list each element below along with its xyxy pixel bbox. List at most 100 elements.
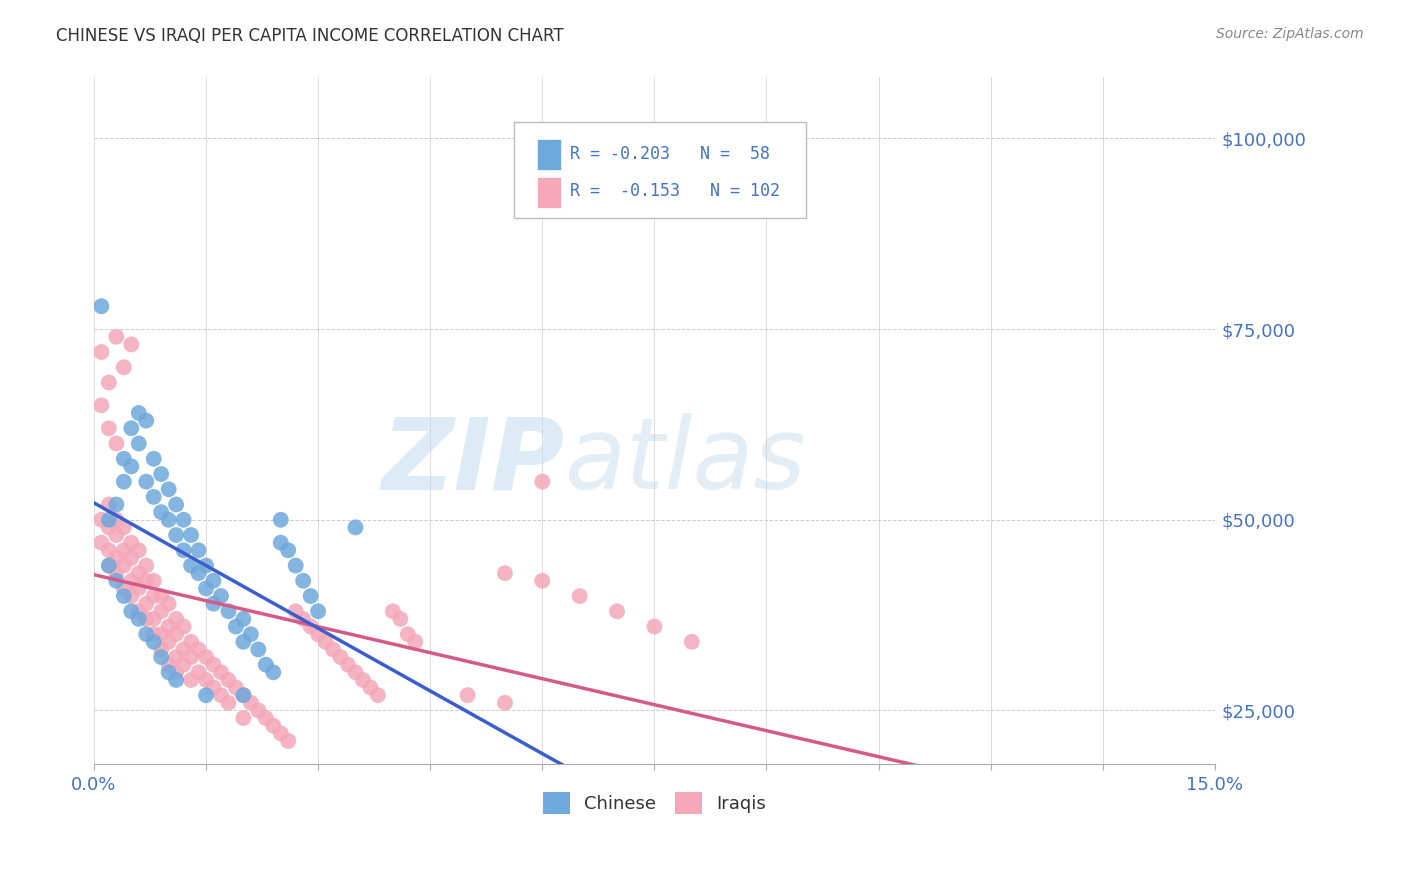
Point: [217, 696, 239, 710]
Point: [105, 513, 128, 527]
Point: [128, 436, 150, 450]
Point: [284, 604, 307, 618]
Point: [187, 566, 209, 581]
Point: [128, 604, 150, 618]
Point: [277, 734, 299, 748]
Point: [105, 566, 128, 581]
Point: [135, 627, 157, 641]
Point: [284, 558, 307, 573]
Point: [239, 627, 262, 641]
Point: [120, 589, 142, 603]
Text: ZIP: ZIP: [381, 413, 565, 510]
Point: [142, 635, 165, 649]
Point: [270, 513, 292, 527]
Point: [195, 688, 218, 702]
Point: [202, 574, 225, 588]
Point: [105, 550, 128, 565]
Point: [217, 673, 239, 687]
Point: [112, 589, 135, 603]
Point: [494, 696, 516, 710]
Point: [202, 681, 225, 695]
Point: [681, 635, 703, 649]
Point: [270, 726, 292, 740]
Point: [232, 688, 254, 702]
Point: [105, 574, 128, 588]
Point: [135, 414, 157, 428]
Point: [232, 635, 254, 649]
Point: [173, 513, 195, 527]
Point: [120, 337, 142, 351]
Point: [142, 589, 165, 603]
Point: [112, 475, 135, 489]
Point: [142, 490, 165, 504]
Point: [367, 688, 389, 702]
Point: [173, 657, 195, 672]
Point: [165, 665, 187, 680]
Point: [105, 330, 128, 344]
Point: [128, 406, 150, 420]
Point: [90, 535, 112, 549]
Point: [173, 619, 195, 633]
Point: [254, 711, 277, 725]
Point: [247, 642, 270, 657]
Point: [112, 582, 135, 596]
Point: [157, 665, 180, 680]
Point: [217, 604, 239, 618]
Point: [262, 665, 284, 680]
Point: [180, 635, 202, 649]
Point: [135, 475, 157, 489]
Point: [457, 688, 479, 702]
Bar: [537, 177, 561, 208]
Point: [195, 582, 218, 596]
Point: [202, 597, 225, 611]
Point: [135, 574, 157, 588]
Point: [209, 665, 232, 680]
Point: [112, 451, 135, 466]
Point: [135, 558, 157, 573]
Point: [180, 650, 202, 665]
Point: [97, 513, 120, 527]
Text: R =  -0.153   N = 102: R = -0.153 N = 102: [571, 182, 780, 201]
Point: [105, 436, 128, 450]
Point: [396, 627, 419, 641]
Point: [247, 703, 270, 717]
Point: [232, 612, 254, 626]
Point: [97, 558, 120, 573]
Point: [128, 582, 150, 596]
Point: [292, 612, 315, 626]
Point: [209, 688, 232, 702]
Legend: Chinese, Iraqis: Chinese, Iraqis: [534, 783, 775, 823]
Point: [120, 574, 142, 588]
Point: [531, 475, 554, 489]
Point: [112, 360, 135, 375]
Text: R = -0.203   N =  58: R = -0.203 N = 58: [571, 145, 770, 162]
Point: [90, 398, 112, 412]
Point: [142, 627, 165, 641]
Point: [128, 543, 150, 558]
Point: [128, 566, 150, 581]
Point: [359, 681, 381, 695]
Text: Source: ZipAtlas.com: Source: ZipAtlas.com: [1216, 27, 1364, 41]
Point: [165, 528, 187, 542]
Point: [344, 665, 367, 680]
Point: [225, 681, 247, 695]
Text: atlas: atlas: [565, 413, 806, 510]
Point: [239, 696, 262, 710]
Point: [105, 498, 128, 512]
Point: [120, 550, 142, 565]
Point: [150, 650, 173, 665]
Point: [150, 642, 173, 657]
Point: [97, 376, 120, 390]
Point: [165, 498, 187, 512]
Point: [187, 665, 209, 680]
Point: [128, 612, 150, 626]
Point: [112, 520, 135, 534]
Point: [112, 543, 135, 558]
Point: [195, 558, 218, 573]
Point: [352, 673, 374, 687]
Point: [389, 612, 412, 626]
Point: [150, 467, 173, 481]
Point: [97, 421, 120, 435]
Point: [209, 589, 232, 603]
Point: [150, 589, 173, 603]
